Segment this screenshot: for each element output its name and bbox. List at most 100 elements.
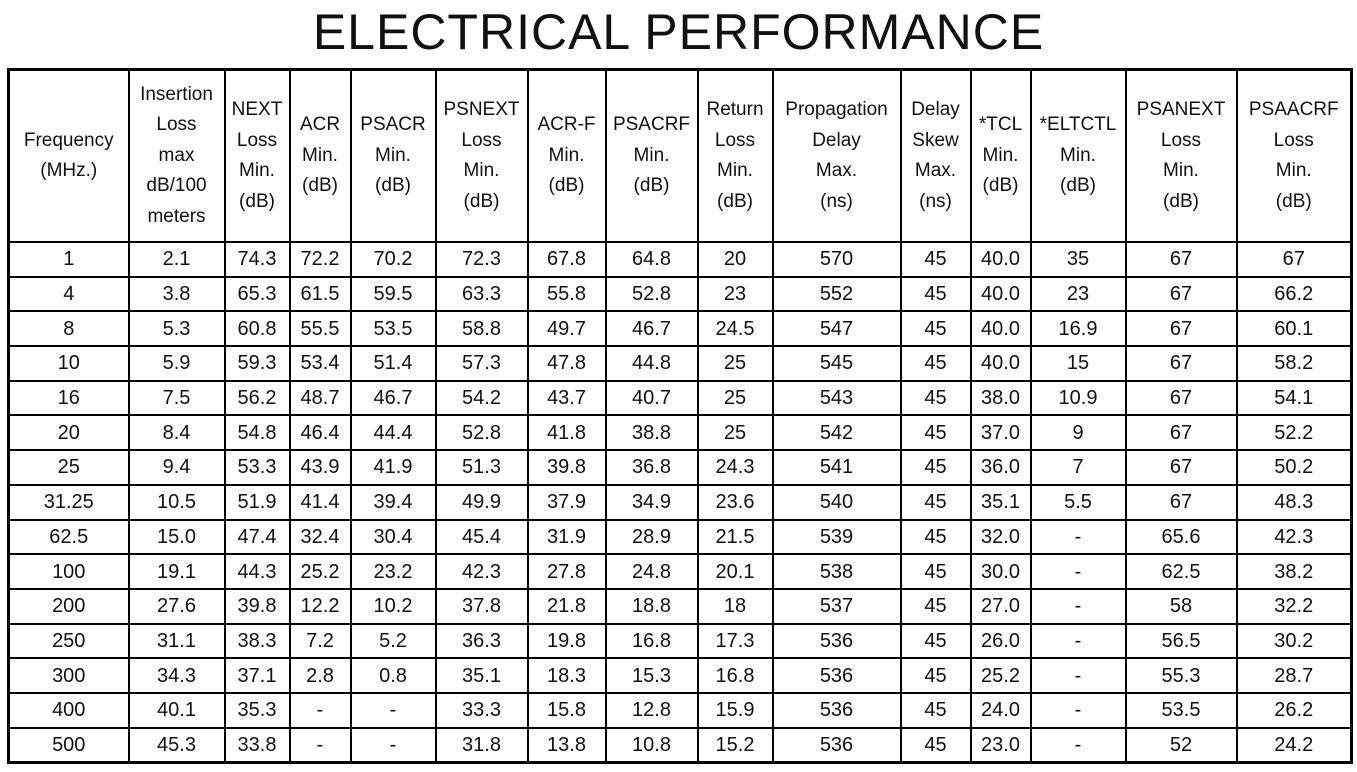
table-cell: 24.0	[969, 691, 1032, 729]
table-cell: 536	[771, 657, 902, 694]
table-cell: 541	[771, 449, 902, 486]
table-cell: 10.5	[127, 483, 226, 521]
table-cell: 40.1	[127, 691, 226, 729]
table-cell: 52	[1124, 726, 1238, 764]
table-cell: 60.8	[223, 310, 291, 348]
frequency-cell: 8	[7, 310, 130, 348]
column-header-line: Skew	[912, 129, 959, 151]
table-cell: 15	[1029, 345, 1127, 382]
table-cell: -	[288, 726, 352, 764]
table-cell: 38.8	[604, 414, 699, 452]
table-cell: 552	[771, 275, 902, 313]
table-cell: 5.2	[349, 622, 437, 660]
column-header: PSNEXT Loss Min. (dB)	[434, 68, 529, 243]
column-header-line: ACR	[299, 114, 341, 136]
column-header-line: (dB)	[548, 175, 585, 197]
column-header: PSACR Min. (dB)	[349, 68, 437, 243]
table-cell: 62.5	[1124, 553, 1238, 590]
table-cell: 45	[899, 449, 972, 486]
table-cell: 5.3	[127, 310, 226, 348]
table-cell: 43.7	[526, 379, 607, 417]
frequency-cell: 200	[7, 587, 130, 625]
table-cell: -	[1029, 553, 1127, 590]
table-cell: 23	[696, 275, 774, 313]
column-header-line: Loss	[714, 129, 756, 151]
table-cell: 45	[899, 310, 972, 348]
table-cell: 38.0	[969, 379, 1032, 417]
table-cell: 24.3	[696, 449, 774, 486]
frequency-cell: 500	[7, 726, 130, 764]
column-header-line: Loss	[1273, 129, 1314, 151]
table-cell: 18.8	[604, 587, 699, 625]
frequency-cell: 20	[7, 414, 130, 452]
table-cell: 67	[1124, 483, 1238, 521]
column-header-line: PSANEXT	[1136, 99, 1226, 120]
table-cell: 67	[1235, 241, 1353, 278]
column-header-line: ACR-F	[537, 114, 596, 136]
table-cell: 58.8	[434, 310, 529, 348]
table-cell: 18	[696, 587, 774, 625]
table-cell: 25.2	[288, 553, 352, 590]
table-row: 62.5 15.0 47.4 32.4 30.4 45.4 31.9 28.9 21.5 539 4…	[7, 518, 1353, 556]
table-cell: 45	[899, 553, 972, 590]
table-cell: -	[1029, 587, 1127, 625]
table-cell: 52.8	[434, 414, 529, 452]
table-cell: 2.8	[288, 657, 352, 694]
table-cell: 46.4	[288, 414, 352, 452]
table-cell: 49.7	[526, 310, 607, 348]
table-cell: 40.0	[969, 241, 1032, 278]
frequency-cell: 400	[7, 691, 130, 729]
table-cell: 61.5	[288, 275, 352, 313]
table-cell: 36.3	[434, 622, 529, 660]
column-header-line: Min.	[982, 144, 1019, 166]
table-cell: 51.3	[434, 449, 529, 486]
table-cell: 10.9	[1029, 379, 1127, 417]
table-cell: 7.2	[288, 622, 352, 660]
table-cell: 30.4	[349, 518, 437, 556]
table-cell: 40.7	[604, 379, 699, 417]
table-row: 20 8.4 54.8 46.4 44.4 52.8 41.8 38.8 25 542 45 37.0…	[7, 414, 1353, 452]
table-cell: 7	[1029, 449, 1127, 486]
table-cell: 35	[1029, 241, 1127, 278]
page-title: ELECTRICAL PERFORMANCE	[312, 4, 1045, 60]
table-cell: 31.8	[434, 726, 529, 764]
column-header-line: (ns)	[820, 190, 853, 212]
table-cell: 65.3	[223, 275, 291, 313]
table-cell: 60.1	[1235, 310, 1353, 348]
table-cell: 547	[771, 310, 902, 348]
table-cell: 537	[771, 587, 902, 625]
table-cell: 38.3	[223, 622, 291, 660]
table-cell: 7.5	[127, 379, 226, 417]
table-cell: 42.3	[1235, 518, 1353, 556]
table-cell: -	[1029, 657, 1127, 694]
table-cell: 53.3	[223, 449, 291, 486]
table-cell: 26.0	[969, 622, 1032, 660]
table-cell: 35.3	[223, 691, 291, 729]
table-cell: 46.7	[349, 379, 437, 417]
table-cell: 45	[899, 691, 972, 729]
table-body: 1 2.1 74.3 72.2 70.2 72.3 67.8 64.8 20 570 45 40.0 3…	[7, 241, 1353, 764]
table-cell: 40.0	[969, 275, 1032, 313]
table-cell: -	[349, 726, 437, 764]
table-cell: 37.9	[526, 483, 607, 521]
table-cell: 37.0	[969, 414, 1032, 452]
table-cell: 54.1	[1235, 379, 1353, 417]
column-header-line: Delay	[911, 99, 960, 120]
table-cell: 32.2	[1235, 587, 1353, 625]
table-cell: 65.6	[1124, 518, 1238, 556]
table-row: 10 5.9 59.3 53.4 51.4 57.3 47.8 44.8 25 545 45 40.0…	[7, 345, 1353, 382]
table-cell: 70.2	[349, 241, 437, 278]
column-header-line: (dB)	[982, 175, 1019, 197]
table-cell: 51.9	[223, 483, 291, 521]
table-cell: 35.1	[969, 483, 1032, 521]
column-header: Insertion Loss max dB/100 meters	[127, 68, 226, 243]
column-header-line: NEXT	[231, 99, 283, 120]
column-header-line: (dB)	[463, 190, 500, 212]
table-cell: 45	[899, 275, 972, 313]
table-cell: 51.4	[349, 345, 437, 382]
table-cell: 39.8	[526, 449, 607, 486]
table-cell: 24.5	[696, 310, 774, 348]
table-cell: 72.2	[288, 241, 352, 278]
table-cell: 542	[771, 414, 902, 452]
table-cell: 53.5	[1124, 691, 1238, 729]
